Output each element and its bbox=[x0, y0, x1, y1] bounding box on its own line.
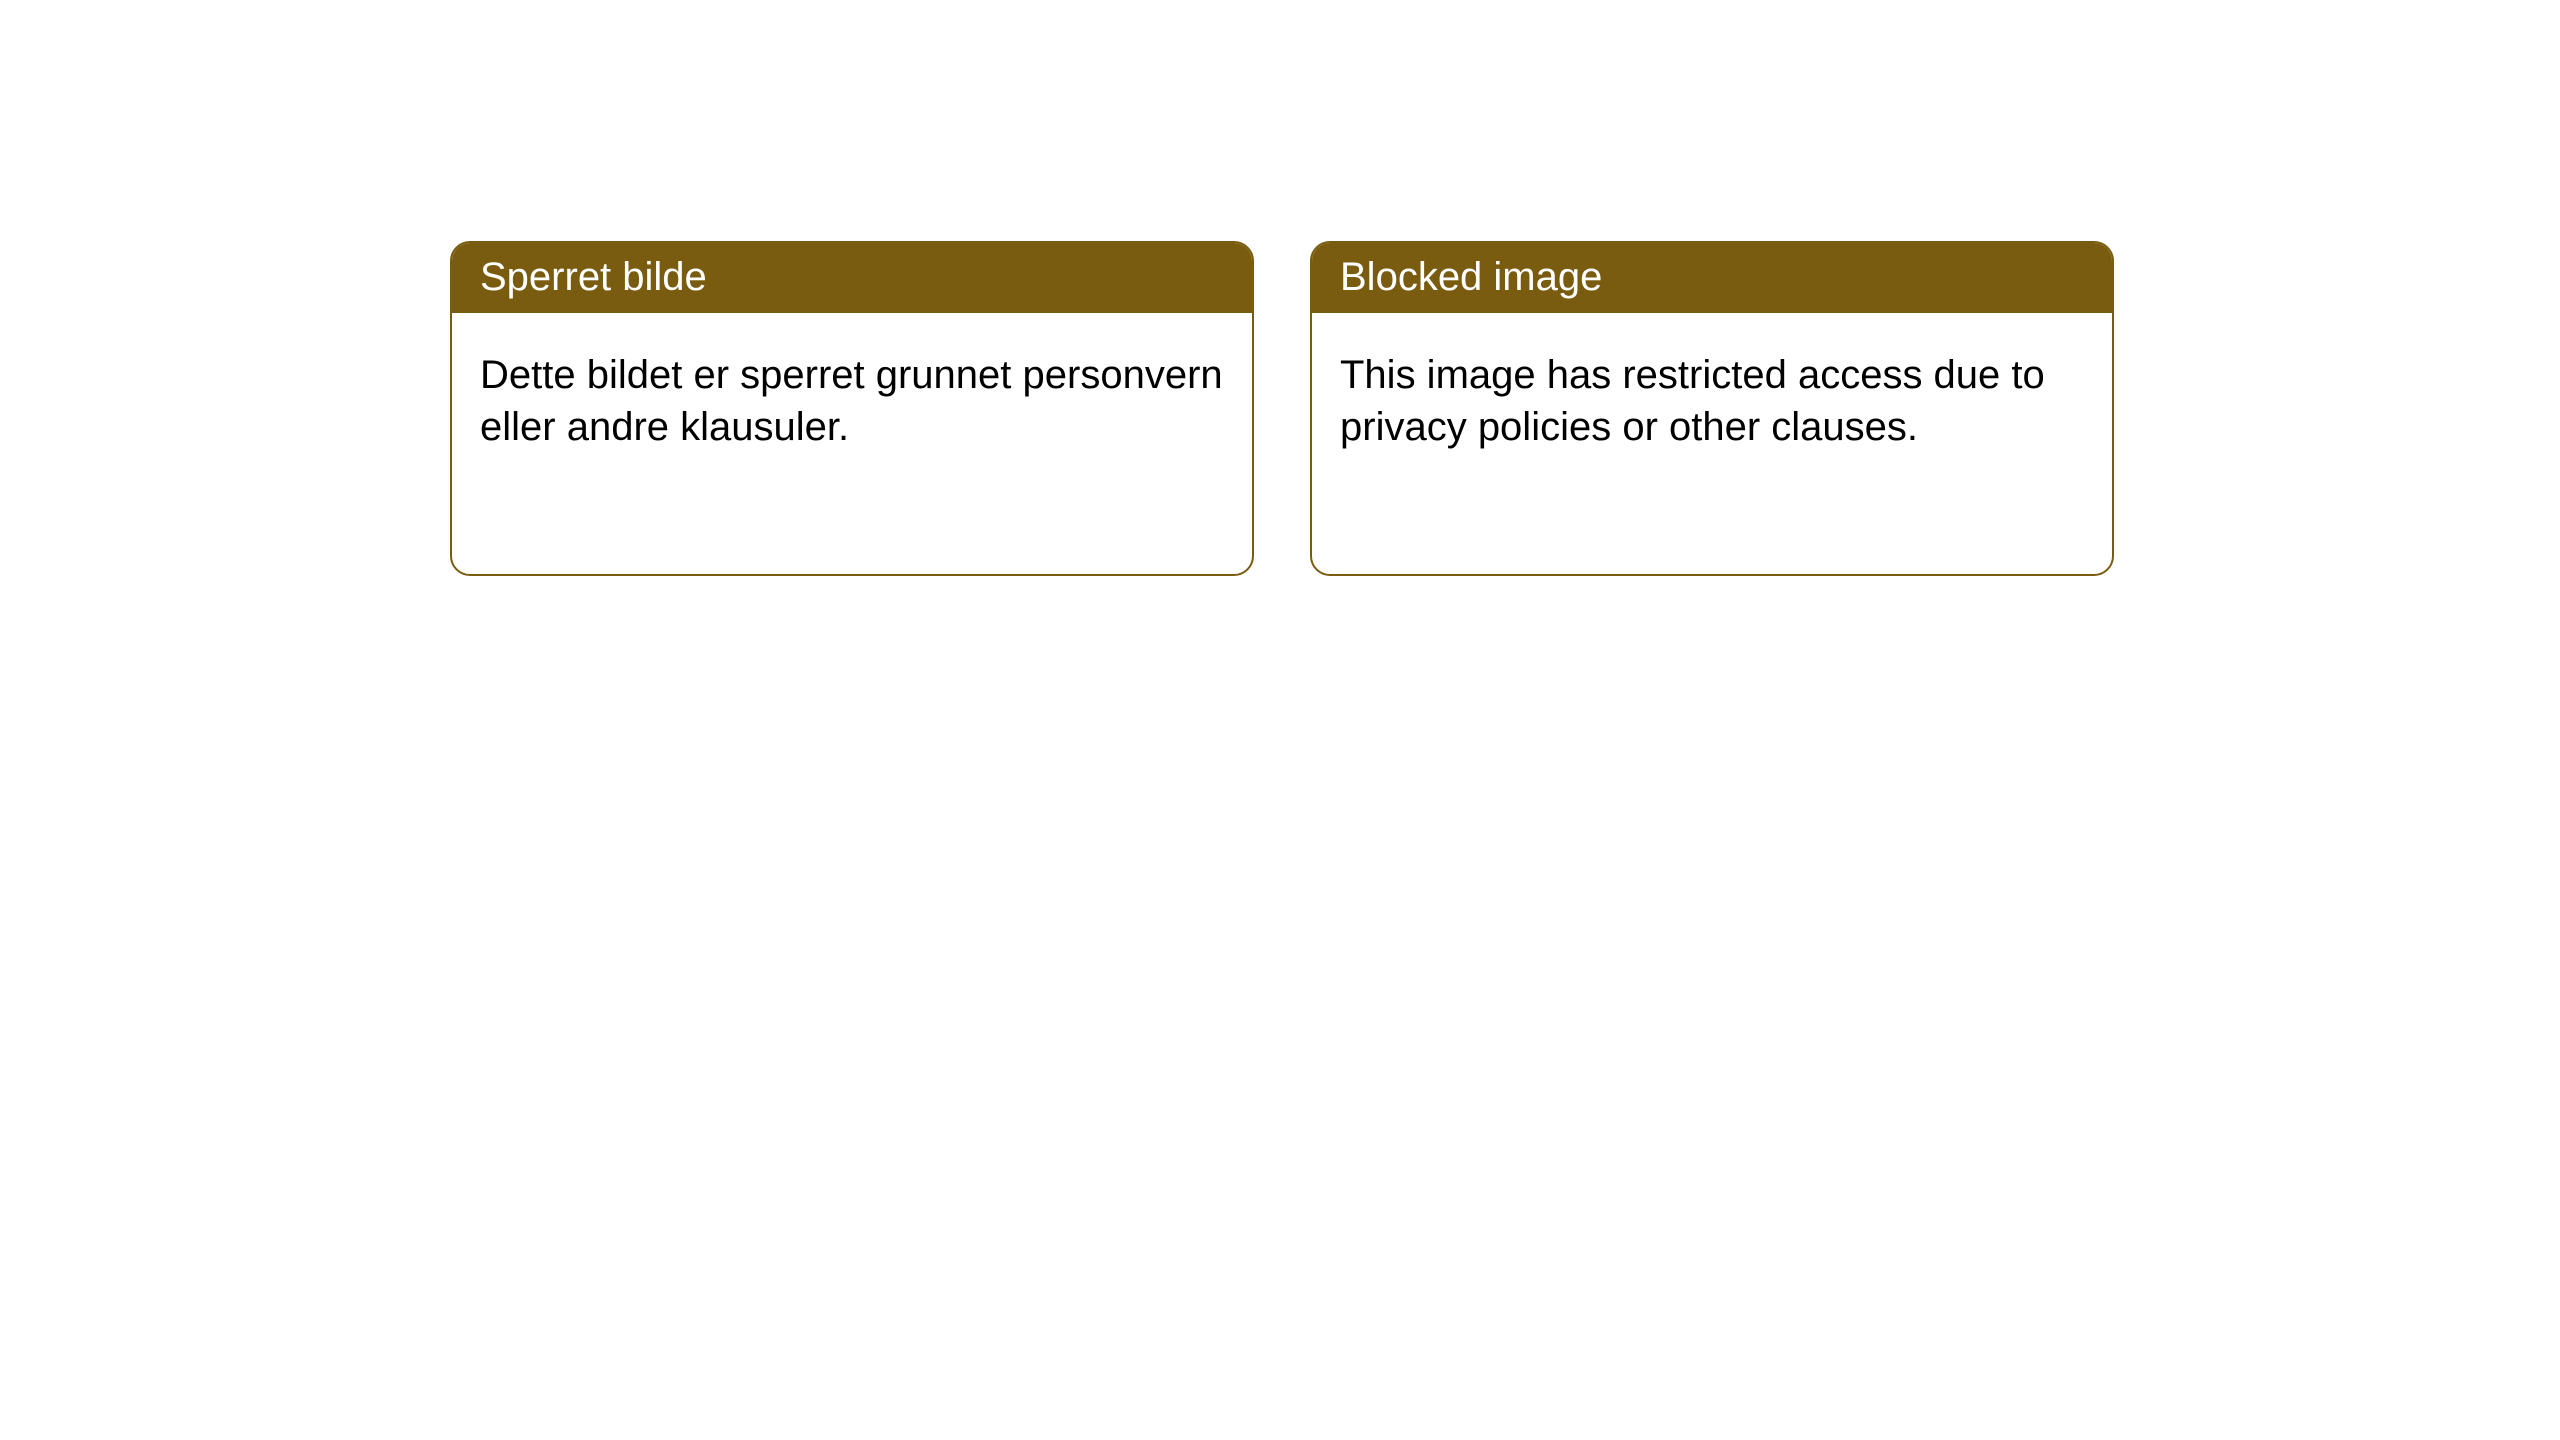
notice-header: Sperret bilde bbox=[452, 243, 1252, 313]
notice-card-english: Blocked image This image has restricted … bbox=[1310, 241, 2114, 576]
notice-body: This image has restricted access due to … bbox=[1312, 313, 2112, 481]
notice-body: Dette bildet er sperret grunnet personve… bbox=[452, 313, 1252, 481]
notice-container: Sperret bilde Dette bildet er sperret gr… bbox=[0, 0, 2560, 576]
notice-card-norwegian: Sperret bilde Dette bildet er sperret gr… bbox=[450, 241, 1254, 576]
notice-header: Blocked image bbox=[1312, 243, 2112, 313]
